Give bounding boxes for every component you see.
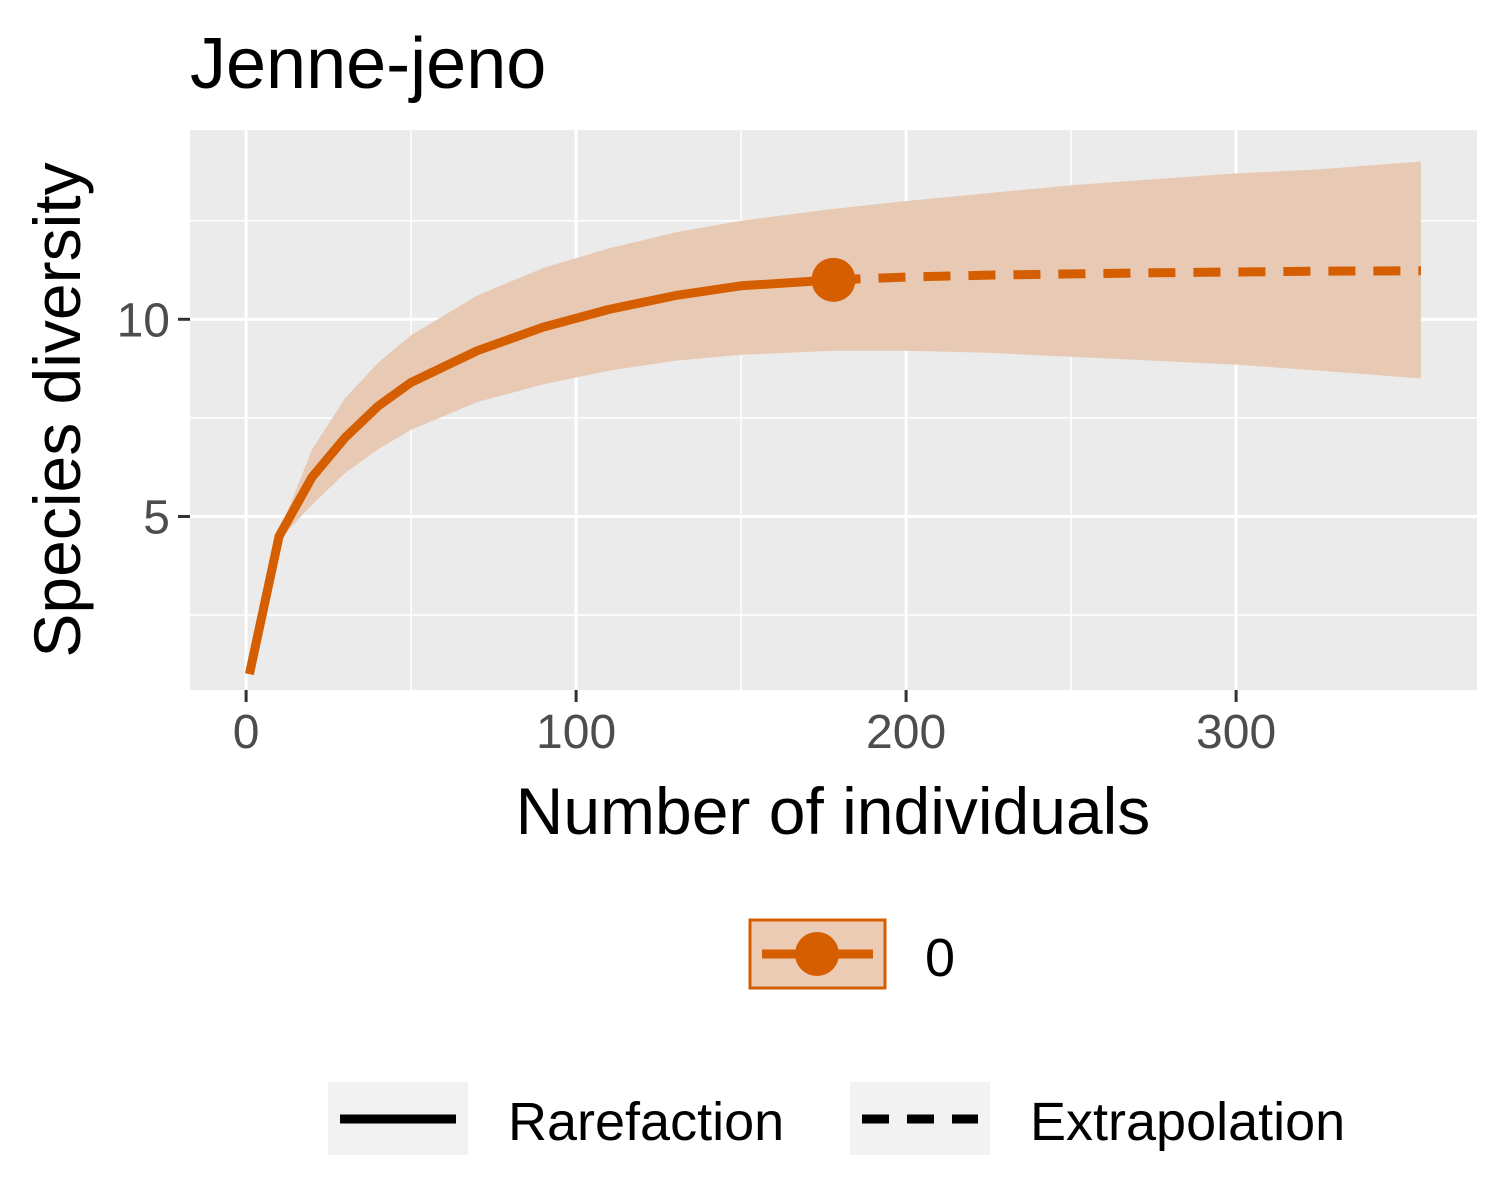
y-axis: 5 10 [117, 294, 190, 544]
y-tick-label-1: 10 [117, 294, 170, 347]
x-tick-label-0: 0 [233, 706, 260, 759]
observed-point [811, 257, 856, 302]
rarefaction-line [245, 275, 834, 676]
legend-method: Rarefaction Extrapolation [328, 1082, 1345, 1155]
y-axis-title: Species diversity [20, 162, 94, 657]
x-axis-title: Number of individuals [516, 774, 1151, 848]
x-tick-label-1: 100 [536, 706, 616, 759]
y-tick-label-0: 5 [143, 491, 170, 544]
extrapolation-line [833, 266, 1421, 285]
x-axis: 0 100 200 300 [233, 690, 1276, 759]
legend-assemblage-point [795, 932, 839, 976]
x-tick-label-2: 200 [866, 706, 946, 759]
chart-title: Jenne-jeno [190, 24, 546, 104]
x-tick-label-3: 300 [1196, 706, 1276, 759]
legend-assemblage: 0 [748, 918, 955, 990]
confidence-ribbon [249, 161, 1421, 675]
legend-extrapolation-label: Extrapolation [1030, 1092, 1345, 1152]
legend-rarefaction-label: Rarefaction [508, 1092, 784, 1152]
legend-assemblage-label: 0 [925, 928, 955, 988]
